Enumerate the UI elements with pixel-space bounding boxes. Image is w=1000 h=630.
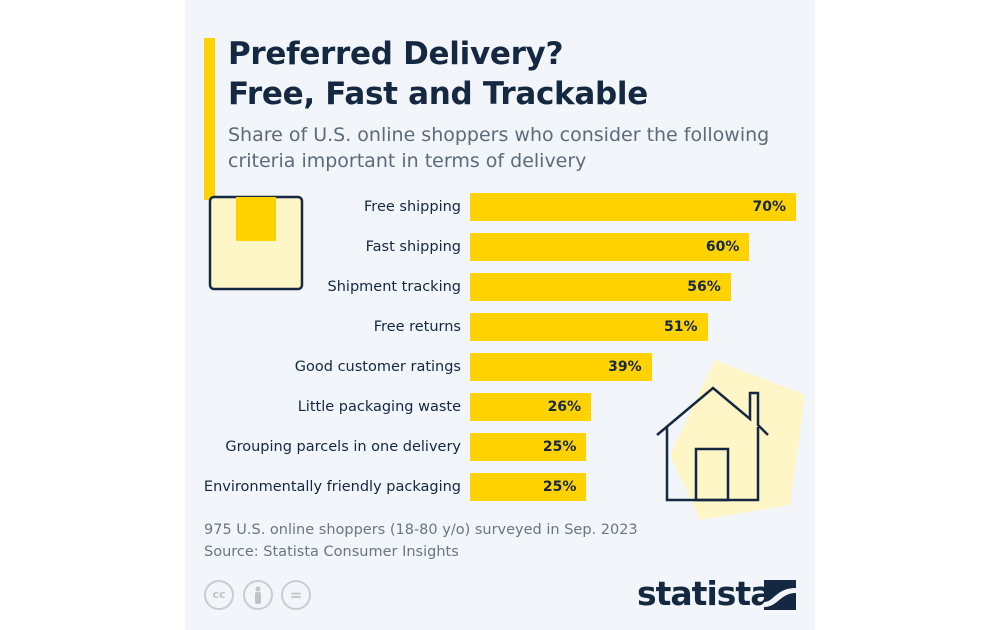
title-line-1: Preferred Delivery?	[228, 36, 564, 72]
category-label: Shipment tracking	[327, 279, 461, 295]
bar: 60%	[470, 233, 750, 261]
brand-name: statista	[637, 574, 772, 613]
bar: 39%	[470, 353, 652, 381]
statista-logo[interactable]: statista	[637, 574, 772, 613]
statista-logo-mark-icon	[764, 580, 796, 610]
house-icon	[656, 360, 805, 520]
category-label: Little packaging waste	[297, 399, 461, 415]
bar-value-label: 56%	[687, 279, 721, 295]
category-label: Environmentally friendly packaging	[203, 479, 461, 495]
bar-value-label: 25%	[542, 479, 577, 495]
attribution-icon[interactable]	[243, 580, 273, 610]
bar: 26%	[470, 393, 592, 421]
parcel-box-icon	[208, 195, 304, 291]
bar: 25%	[470, 433, 587, 461]
chart-subtitle: Share of U.S. online shoppers who consid…	[228, 124, 770, 172]
survey-note: 975 U.S. online shoppers (18-80 y/o) sur…	[204, 522, 638, 538]
bar-value-label: 60%	[705, 239, 740, 255]
bar-value-label: 26%	[547, 399, 582, 415]
category-label: Fast shipping	[365, 239, 461, 255]
bar: 70%	[470, 193, 796, 221]
category-label: Free shipping	[364, 199, 461, 215]
category-label: Good customer ratings	[294, 359, 461, 375]
title-accent-bar	[204, 38, 215, 200]
bar-value-label: 51%	[663, 319, 698, 335]
source-note: Source: Statista Consumer Insights	[204, 544, 459, 560]
category-label: Free returns	[373, 319, 461, 335]
chart-title: Preferred Delivery? Free, Fast and Track…	[228, 34, 648, 114]
creative-commons-icon[interactable]: cc	[204, 580, 234, 610]
category-label: Grouping parcels in one delivery	[225, 439, 461, 455]
bar-value-label: 70%	[752, 199, 786, 215]
no-derivatives-icon[interactable]: =	[281, 580, 311, 610]
title-line-2: Free, Fast and Trackable	[228, 76, 648, 112]
bar: 51%	[470, 313, 708, 341]
bar-value-label: 25%	[542, 439, 577, 455]
bar-value-label: 39%	[608, 359, 642, 375]
bar: 56%	[470, 273, 731, 301]
bar: 25%	[470, 473, 587, 501]
